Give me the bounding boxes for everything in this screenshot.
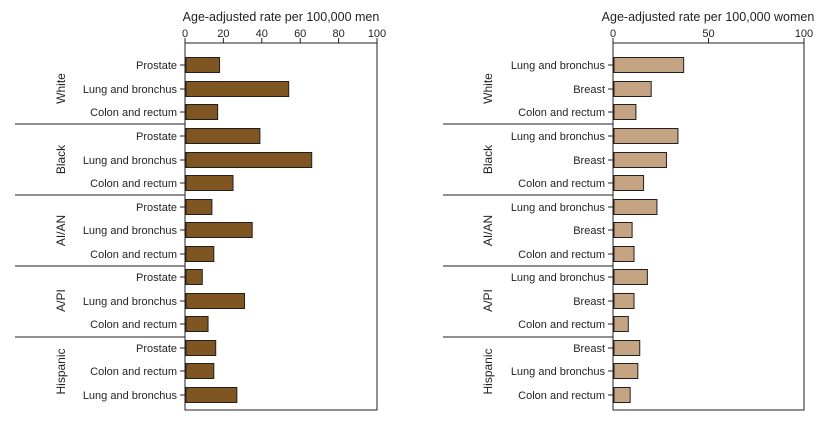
women-bar: [613, 57, 685, 73]
women-bar: [613, 316, 629, 332]
women-bar: [613, 269, 648, 285]
women-bar: [613, 246, 635, 262]
women-category-label: Lung and bronchus: [511, 272, 606, 284]
women-bar: [613, 175, 645, 191]
women-bar: [613, 104, 637, 120]
men-panel: Age-adjusted rate per 100,000 men 0 20 40 60…: [15, 10, 386, 411]
men-bar: [185, 387, 238, 403]
women-category-label: Lung and bronchus: [511, 366, 606, 378]
men-bar: [185, 175, 234, 191]
men-bar: [185, 81, 290, 97]
men-group-label: Black: [54, 144, 68, 174]
women-category-label: Lung and bronchus: [511, 131, 606, 143]
women-category-label: Breast: [573, 155, 605, 167]
men-category-label: Colon and rectum: [90, 249, 177, 261]
women-bar: [613, 128, 679, 144]
women-category-label: Colon and rectum: [518, 249, 605, 261]
men-group-label: AI/AN: [54, 215, 68, 246]
women-category-label: Colon and rectum: [518, 107, 605, 119]
women-group-label: Black: [481, 144, 495, 174]
men-bar: [185, 128, 261, 144]
men-bar: [185, 293, 246, 309]
men-tick-label: 40: [256, 28, 268, 40]
men-category-label: Lung and bronchus: [83, 296, 178, 308]
women-bar: [613, 293, 635, 309]
men-bar: [185, 340, 217, 356]
men-tick-label: 60: [294, 28, 306, 40]
men-plot-frame: [184, 42, 378, 411]
women-category-label: Lung and bronchus: [511, 60, 606, 72]
men-group-label: White: [54, 73, 68, 104]
women-plot-frame: [612, 42, 805, 411]
women-category-label: Lung and bronchus: [511, 202, 606, 214]
women-tick-label: 50: [702, 28, 714, 40]
men-category-label: Prostate: [136, 60, 177, 72]
women-group-label: White: [481, 73, 495, 104]
women-axis-title: Age-adjusted rate per 100,000 women: [602, 10, 815, 24]
men-category-label: Lung and bronchus: [83, 155, 178, 167]
men-bar: [185, 104, 219, 120]
men-category-label: Lung and bronchus: [83, 390, 178, 402]
women-group-label: A/PI: [481, 289, 495, 312]
men-tick-label: 0: [182, 28, 188, 40]
men-category-label: Colon and rectum: [90, 178, 177, 190]
women-category-label: Breast: [573, 84, 605, 96]
women-category-label: Breast: [573, 343, 605, 355]
men-bar: [185, 246, 215, 262]
women-panel: Age-adjusted rate per 100,000 women 0 50 10…: [443, 10, 815, 411]
women-group-label: AI/AN: [481, 215, 495, 246]
men-category-label: Lung and bronchus: [83, 225, 178, 237]
women-tick-label: 0: [610, 28, 616, 40]
women-category-label: Breast: [573, 225, 605, 237]
women-category-label: Breast: [573, 296, 605, 308]
men-bar: [185, 199, 213, 215]
men-category-label: Colon and rectum: [90, 319, 177, 331]
men-category-label: Colon and rectum: [90, 107, 177, 119]
women-category-label: Colon and rectum: [518, 319, 605, 331]
men-bar: [185, 363, 215, 379]
women-bar: [613, 363, 639, 379]
women-category-label: Colon and rectum: [518, 178, 605, 190]
men-tick-label: 100: [368, 28, 386, 40]
men-category-label: Colon and rectum: [90, 366, 177, 378]
women-bar: [613, 387, 631, 403]
men-category-label: Prostate: [136, 131, 177, 143]
men-bar: [185, 269, 203, 285]
men-category-label: Prostate: [136, 272, 177, 284]
men-category-label: Prostate: [136, 343, 177, 355]
men-tick-label: 20: [217, 28, 229, 40]
women-bar: [613, 340, 641, 356]
women-bar: [613, 152, 667, 168]
men-category-label: Prostate: [136, 202, 177, 214]
men-group-label: A/PI: [54, 289, 68, 312]
men-group-label: Hispanic: [54, 348, 68, 394]
women-category-label: Colon and rectum: [518, 390, 605, 402]
men-bar: [185, 57, 221, 73]
women-tick-label: 100: [795, 28, 813, 40]
men-axis-title: Age-adjusted rate per 100,000 men: [183, 10, 380, 24]
women-bar: [613, 222, 633, 238]
men-bar: [185, 152, 313, 168]
men-bar: [185, 222, 253, 238]
women-bar: [613, 199, 658, 215]
men-category-label: Lung and bronchus: [83, 84, 178, 96]
women-bar: [613, 81, 652, 97]
men-bar: [185, 316, 209, 332]
men-tick-label: 80: [332, 28, 344, 40]
women-group-label: Hispanic: [481, 348, 495, 394]
